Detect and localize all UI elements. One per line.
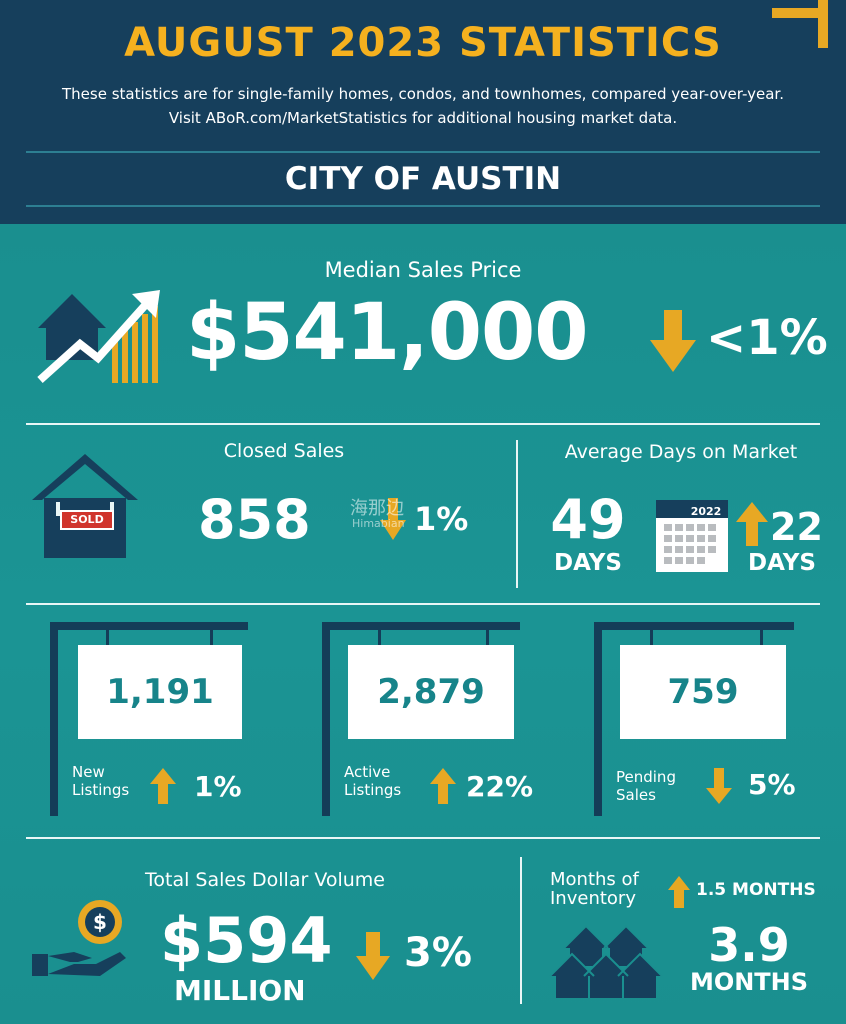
vertical-divider (516, 440, 518, 588)
divider-top (26, 151, 820, 153)
sign-chain (378, 630, 381, 646)
days-change-unit: DAYS (748, 550, 816, 576)
days-change-value: 22 (770, 505, 823, 549)
dollar-volume-unit: MILLION (174, 974, 306, 1007)
subtitle: These statistics are for single-family h… (0, 82, 846, 130)
divider-bottom (26, 205, 820, 207)
down-arrow-icon (706, 768, 732, 804)
down-arrow-icon (380, 498, 406, 540)
days-on-market-value: 49 (550, 488, 626, 551)
sign-arm (594, 622, 794, 630)
city-title: CITY OF AUSTIN (284, 161, 562, 197)
sign-arm (50, 622, 248, 630)
sign-chain (650, 630, 653, 646)
dollar-volume-label: Total Sales Dollar Volume (145, 869, 385, 891)
sign-arm (322, 622, 520, 630)
pending-sales-value: 759 (620, 645, 786, 739)
houses-icon (549, 924, 663, 998)
new-listings-label-line2: Listings (72, 781, 130, 799)
active-listings-label-line2: Listings (344, 781, 402, 799)
subtitle-line2: Visit ABoR.com/MarketStatistics for addi… (168, 109, 678, 127)
corner-accent-top (772, 8, 828, 18)
sold-sign-text: SOLD (70, 513, 104, 526)
new-listings-change: 1% (194, 770, 242, 803)
down-arrow-icon (650, 310, 696, 372)
new-listings-value: 1,191 (78, 645, 242, 739)
median-price-change: <1% (706, 310, 828, 366)
house-chart-icon (37, 290, 160, 383)
days-on-market-unit: DAYS (554, 550, 622, 576)
active-listings-value: 2,879 (348, 645, 514, 739)
sign-chain (106, 630, 109, 646)
active-listings-change: 22% (466, 770, 534, 803)
pending-sales-label-line1: Pending (616, 768, 676, 786)
inventory-label-line2: Inventory (550, 888, 636, 909)
sign-chain (210, 630, 213, 646)
closed-sales-value: 858 (198, 488, 311, 551)
inventory-change: 1.5 MONTHS (696, 880, 816, 900)
sign-post (322, 622, 330, 816)
pending-sales-change: 5% (748, 768, 796, 801)
section-divider (26, 837, 820, 839)
sold-house-icon (32, 454, 138, 558)
watermark-subtext: Himabian (352, 517, 405, 530)
page-title: AUGUST 2023 STATISTICS (124, 20, 722, 66)
sign-chain (760, 630, 763, 646)
up-arrow-icon (430, 768, 456, 804)
section-divider (26, 423, 820, 425)
closed-sales-label: Closed Sales (223, 440, 345, 462)
inventory-value: 3.9 (708, 918, 790, 972)
closed-sales-change: 1% (414, 500, 469, 538)
sign-chain (486, 630, 489, 646)
sign-post (50, 622, 58, 816)
inventory-label: Months of Inventory (550, 870, 639, 908)
money-hand-icon: $ (32, 900, 126, 976)
svg-text:$: $ (93, 910, 107, 934)
pending-sales-label: Pending Sales (616, 768, 676, 804)
dollar-volume-change: 3% (404, 930, 472, 976)
corner-accent (818, 0, 828, 48)
sign-post (594, 622, 602, 816)
pending-sales-label-line2: Sales (616, 786, 656, 804)
dollar-volume-value: $594 (160, 904, 333, 977)
vertical-divider (520, 857, 522, 1004)
median-price-label: Median Sales Price (324, 258, 522, 282)
watermark-text: 海那边 (350, 498, 404, 519)
up-arrow-icon (668, 876, 690, 908)
inventory-label-line1: Months of (550, 869, 639, 890)
section-divider (26, 603, 820, 605)
days-on-market-label: Average Days on Market (564, 441, 798, 463)
active-listings-label-line1: Active (344, 763, 391, 781)
calendar-year: 2022 (690, 505, 722, 518)
new-listings-label-line1: New (72, 763, 105, 781)
up-arrow-icon (150, 768, 176, 804)
header-banner: AUGUST 2023 STATISTICS These statistics … (0, 0, 846, 224)
new-listings-label: New Listings (72, 763, 129, 799)
subtitle-line1: These statistics are for single-family h… (62, 85, 784, 103)
calendar-icon (656, 500, 728, 572)
active-listings-label: Active Listings (344, 763, 401, 799)
median-price-value: $541,000 (186, 288, 589, 378)
up-arrow-icon (736, 502, 768, 546)
down-arrow-icon (356, 932, 390, 980)
inventory-unit: MONTHS (689, 968, 809, 996)
